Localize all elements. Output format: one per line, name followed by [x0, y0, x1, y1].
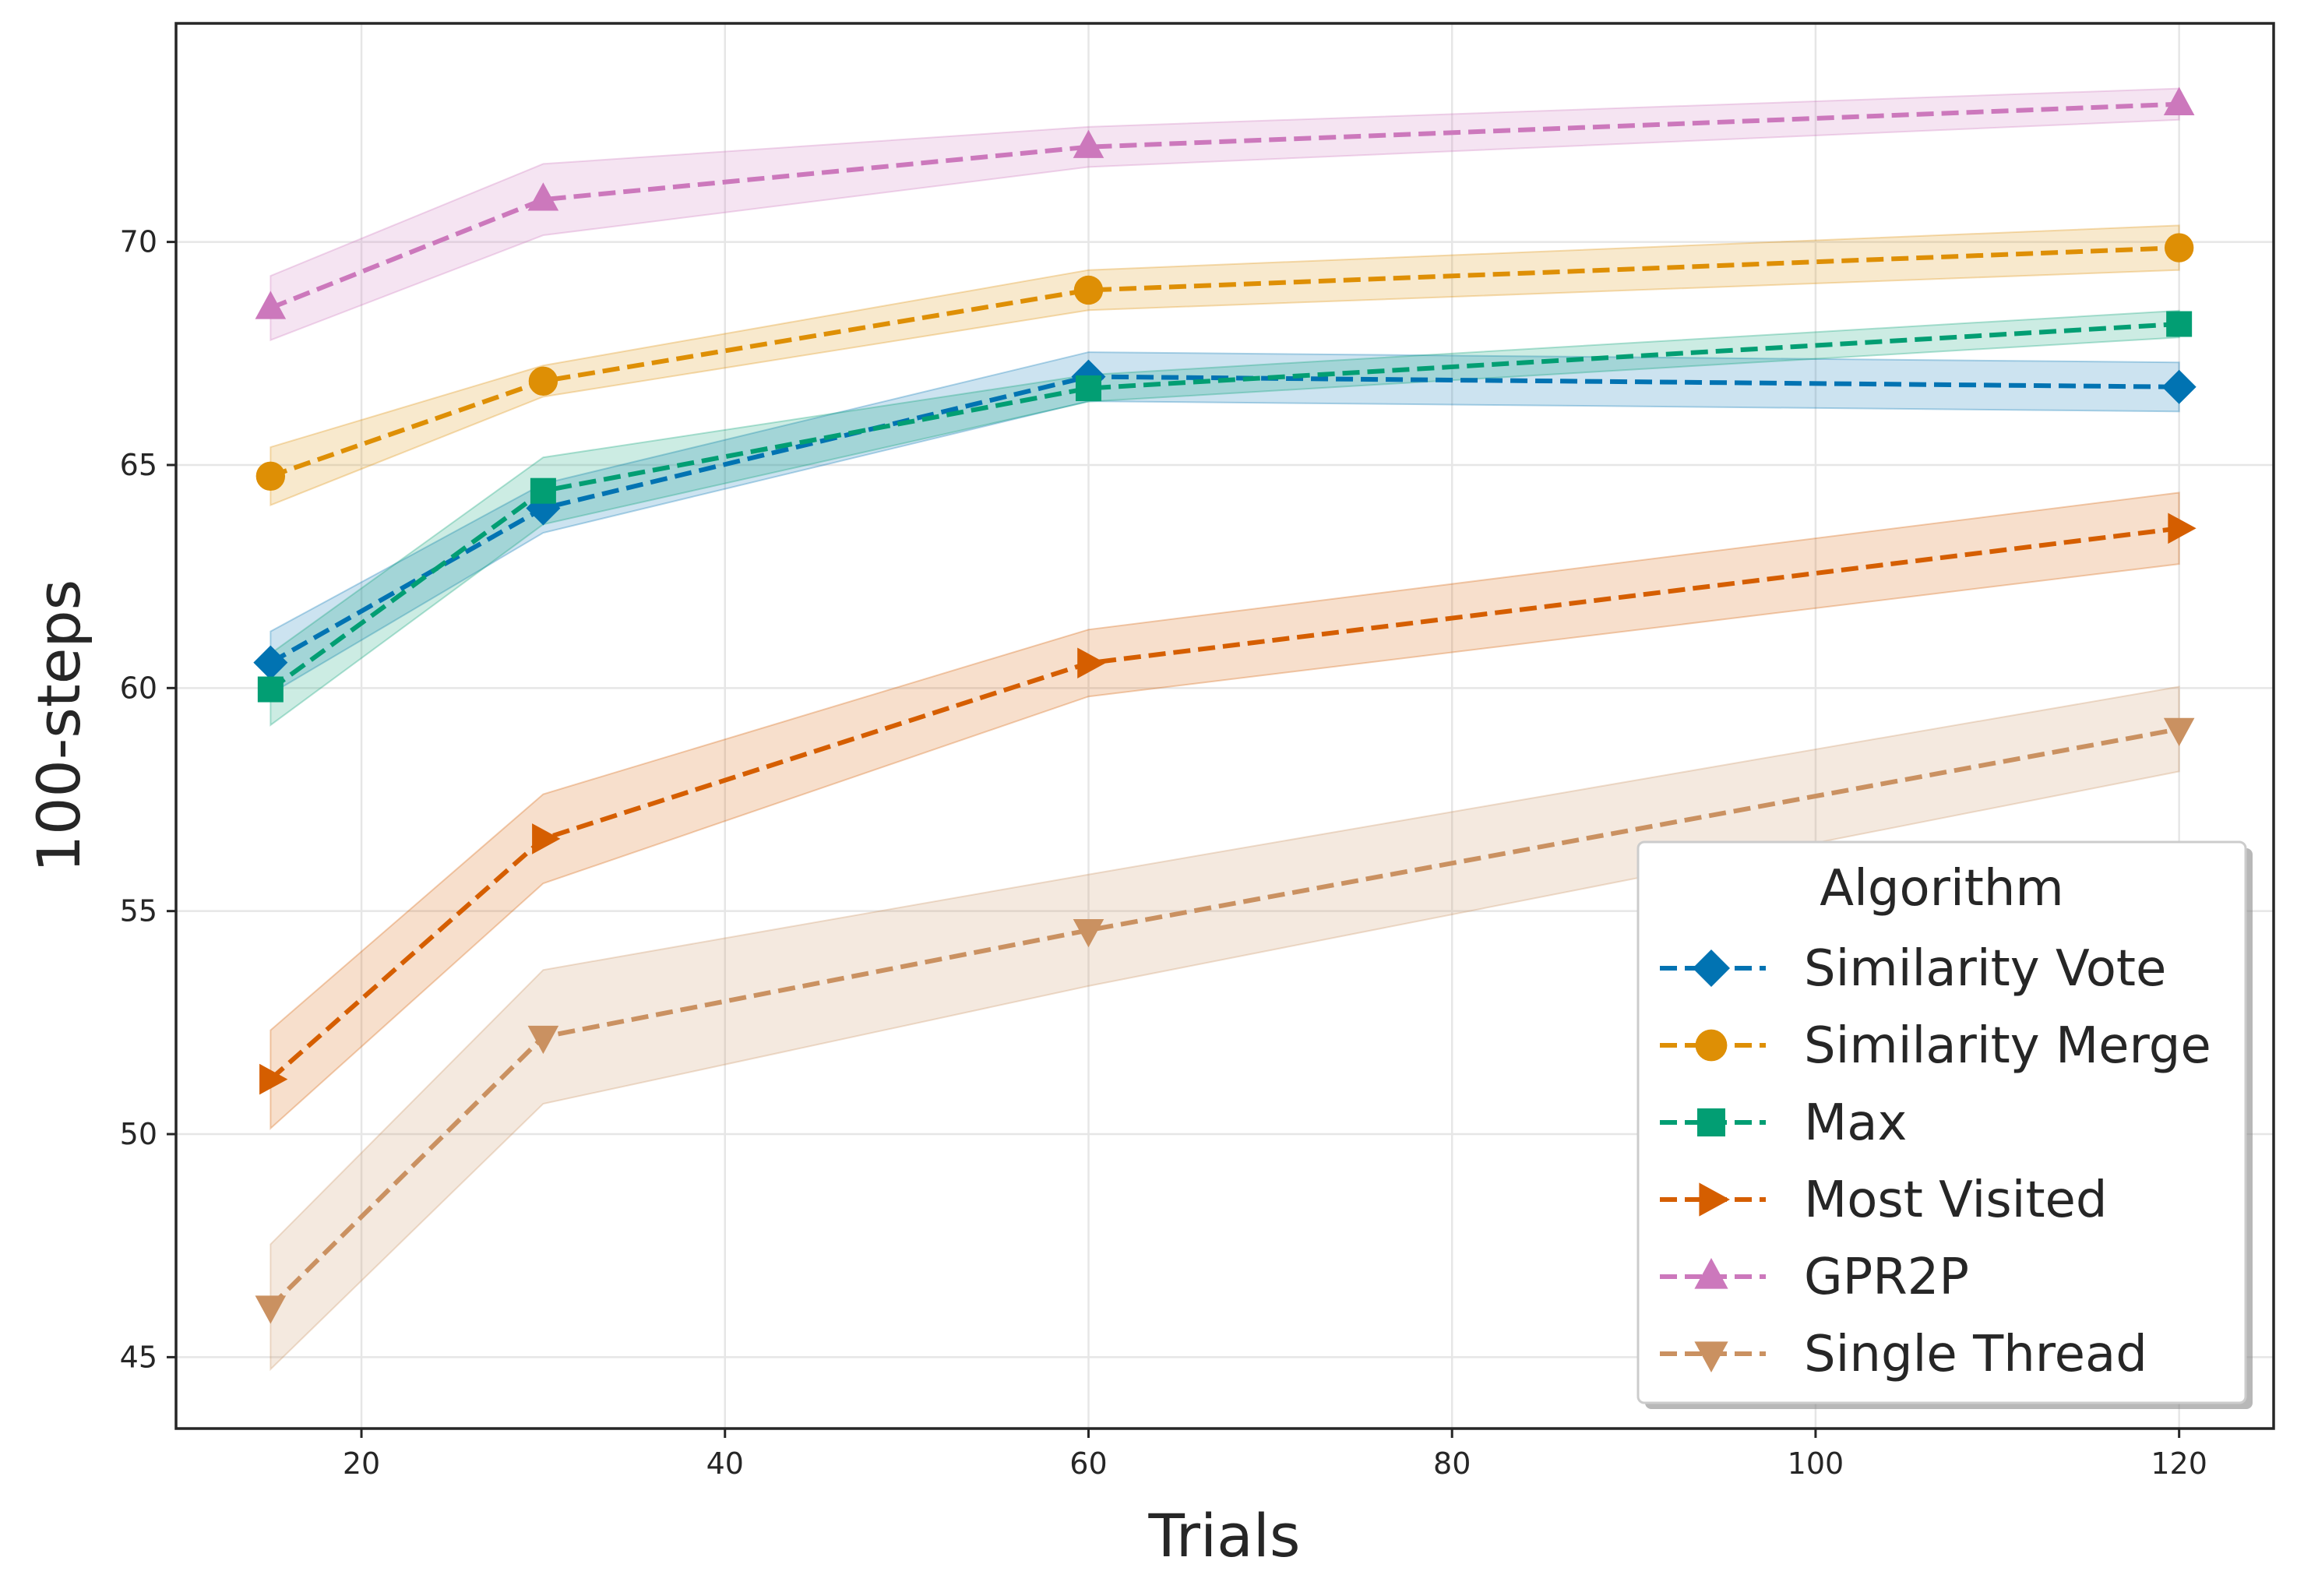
x-tick-label: 120 [2151, 1446, 2207, 1481]
legend-label: Similarity Merge [1804, 1017, 2211, 1075]
y-tick-label: 70 [120, 225, 157, 259]
series-gpr2p [255, 86, 2195, 319]
line-similarity-merge [270, 245, 2179, 479]
x-tick-label: 60 [1069, 1446, 1107, 1481]
band-gpr2p [270, 87, 2180, 342]
point-gpr2p [2163, 86, 2195, 115]
y-tick-label: 45 [120, 1340, 157, 1374]
legend-marker [1694, 1258, 1728, 1289]
y-tick-label: 50 [120, 1117, 157, 1151]
series-lines [253, 86, 2197, 1324]
band-max [270, 309, 2180, 727]
legend-marker [1695, 1029, 1728, 1062]
line-similarity-vote [269, 374, 2179, 665]
line-max [269, 322, 2179, 692]
series-similarity-merge [255, 233, 2194, 491]
point-single-thread [2163, 717, 2195, 747]
series-most-visited [259, 513, 2197, 1095]
line-single-thread [269, 727, 2180, 1309]
legend-label: GPR2P [1804, 1249, 1969, 1306]
legend-item-similarity-merge: Similarity Merge [1660, 1017, 2211, 1075]
x-tick-label: 40 [706, 1446, 744, 1481]
series-single-thread [255, 717, 2195, 1324]
band-most-visited [270, 491, 2180, 1130]
point-max [530, 477, 556, 504]
plot-frame [174, 22, 2275, 1430]
x-tick-label: 20 [343, 1446, 380, 1481]
legend-item-similarity-vote: Similarity Vote [1660, 940, 2166, 998]
legend-item-max: Max [1660, 1094, 1907, 1152]
point-max [257, 676, 284, 703]
point-similarity-merge [1073, 275, 1104, 305]
point-max [2166, 311, 2193, 337]
grid [176, 23, 2274, 1429]
legend-title: Algorithm [1820, 860, 2063, 918]
y-tick-label: 65 [120, 448, 157, 482]
legend-label: Max [1804, 1094, 1907, 1152]
x-axis-label: Trials [1148, 1501, 1301, 1570]
point-single-thread [1073, 918, 1104, 948]
point-similarity-merge [255, 461, 286, 491]
series-max [257, 311, 2193, 703]
legend-label: Most Visited [1804, 1171, 2108, 1229]
line-most-visited [269, 526, 2180, 1081]
legend-box [1636, 840, 2247, 1404]
legend-marker [1693, 949, 1730, 987]
point-max [1075, 375, 1101, 401]
point-similarity-merge [528, 366, 558, 396]
band-similarity-vote [270, 351, 2180, 696]
point-most-visited [1077, 647, 1106, 679]
legend-label: Similarity Vote [1804, 940, 2166, 998]
point-similarity-merge [2164, 233, 2194, 262]
point-single-thread [255, 1295, 287, 1324]
point-gpr2p [527, 182, 559, 211]
x-tick-label: 80 [1433, 1446, 1471, 1481]
x-tick-label: 100 [1788, 1446, 1844, 1481]
point-most-visited [2168, 513, 2197, 544]
y-axis-label: 100-steps [24, 580, 93, 872]
legend-item-single-thread: Single Thread [1660, 1326, 2147, 1383]
legend-marker [1697, 1108, 1725, 1136]
y-tick-label: 60 [120, 671, 157, 705]
ticks: 20 40 60 80 100 120 45 50 55 60 65 70 [120, 225, 2207, 1481]
legend-item-most-visited: Most Visited [1660, 1171, 2108, 1229]
point-gpr2p [255, 291, 287, 319]
legend-marker [1694, 1341, 1728, 1372]
point-similarity-vote [253, 645, 288, 680]
point-single-thread [527, 1025, 559, 1055]
point-most-visited [259, 1063, 288, 1095]
legend-item-gpr2p: GPR2P [1660, 1249, 1969, 1306]
legend: Algorithm Similarity Vote Similarity Merg… [1636, 840, 2253, 1409]
legend-marker [1699, 1182, 1730, 1217]
point-most-visited [532, 823, 561, 854]
y-tick-label: 55 [120, 894, 157, 928]
line-gpr2p [270, 101, 2179, 311]
point-gpr2p [1073, 129, 1104, 158]
legend-label: Single Thread [1804, 1326, 2147, 1383]
point-similarity-vote [2161, 369, 2197, 404]
